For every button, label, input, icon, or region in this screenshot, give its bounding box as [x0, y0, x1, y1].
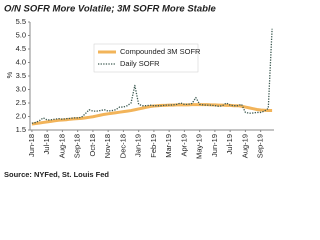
y-tick-label: 2.0 [16, 111, 26, 120]
y-tick-label: 3.5 [16, 71, 26, 80]
legend-label: Daily SOFR [120, 59, 160, 68]
data-line [31, 103, 273, 126]
legend-box [93, 43, 199, 73]
y-tick-label: 2.5 [16, 98, 26, 107]
x-tick-label: Jan-19 [134, 134, 143, 157]
x-tick-label: Aug-18 [57, 134, 66, 158]
y-tick-label: 1.5 [16, 125, 26, 134]
data-line [31, 28, 273, 124]
x-tick-label: Feb-19 [149, 134, 158, 158]
x-tick-label: Oct-18 [88, 134, 97, 157]
y-tick-label: 5.0 [16, 30, 26, 39]
y-tick-label: 3.0 [16, 84, 26, 93]
x-tick-label: Sep-19 [256, 134, 265, 158]
x-tick-label: Mar-19 [164, 134, 173, 158]
x-tick-label: May-19 [195, 134, 204, 159]
x-tick-label: Jul-18 [42, 134, 51, 154]
y-tick-label: 4.5 [16, 44, 26, 53]
chart-title: O/N SOFR More Volatile; 3M SOFR More Sta… [4, 4, 217, 15]
y-tick-label: 5.5 [16, 17, 26, 26]
chart: O/N SOFR More Volatile; 3M SOFR More Sta… [4, 4, 274, 179]
x-tick-label: Sep-18 [73, 134, 82, 158]
x-tick-label: Dec-18 [118, 134, 127, 158]
x-tick-label: Apr-19 [179, 134, 188, 157]
x-tick-label: Jul-19 [225, 134, 234, 154]
legend-label: Compounded 3M SOFR [120, 47, 201, 56]
x-tick-label: Aug-19 [240, 134, 249, 158]
x-tick-label: Jun-19 [210, 134, 219, 157]
source: Source: NYFed, St. Louis Fed [4, 170, 109, 179]
x-tick-label: Nov-18 [103, 134, 112, 158]
x-tick-label: Jun-18 [27, 134, 36, 157]
y-axis-label: % [5, 71, 14, 78]
y-tick-label: 4.0 [16, 57, 26, 66]
